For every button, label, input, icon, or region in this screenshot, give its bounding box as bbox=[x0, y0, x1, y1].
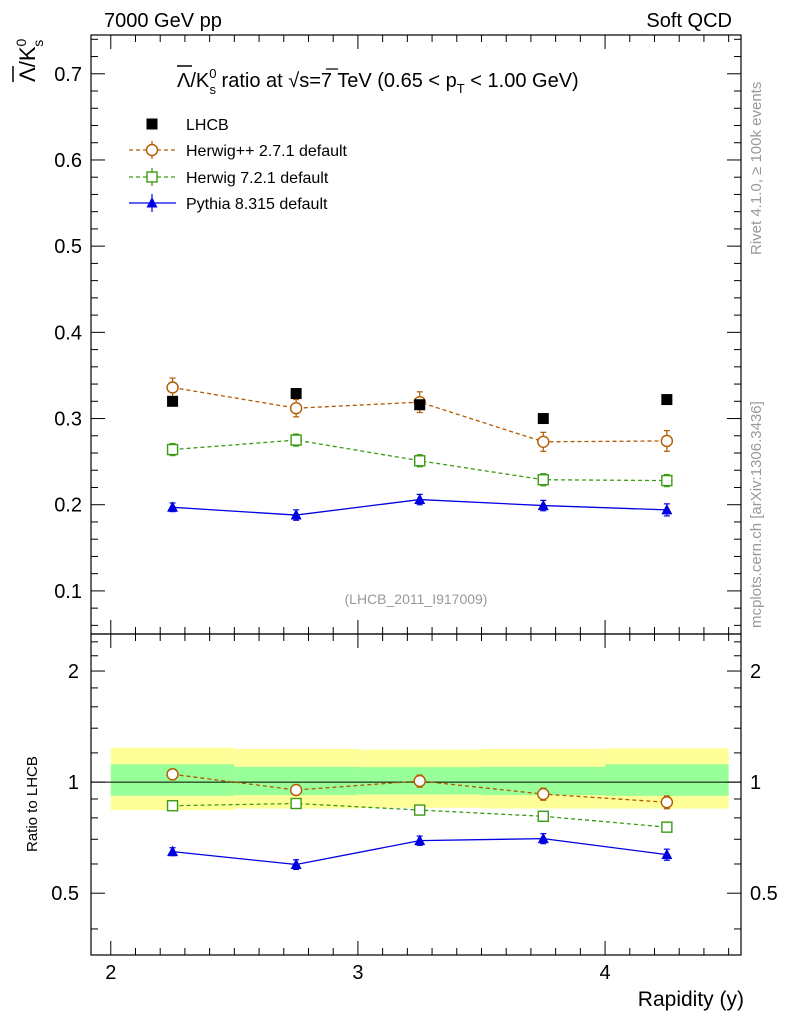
main-herwigpp-point-3 bbox=[537, 435, 550, 449]
main-herwigpp-point-4 bbox=[660, 434, 674, 448]
main-herwig7-line bbox=[172, 439, 667, 482]
ratio-data-layer bbox=[91, 747, 741, 871]
main-panel: 0.10.20.30.40.50.60.7 Λ/K0s Λ/K0 s ratio … bbox=[12, 34, 742, 635]
main-x-ticks bbox=[110, 35, 730, 634]
ratio-herwig7-point-4 bbox=[661, 821, 673, 833]
ratio-x-tick-label: 2 bbox=[105, 962, 116, 984]
main-pythia-point-1 bbox=[290, 509, 302, 520]
main-lhcb-point-3 bbox=[537, 413, 549, 425]
ratio-pythia-point-1 bbox=[290, 858, 302, 870]
main-pythia-point-0 bbox=[167, 501, 179, 512]
ratio-y-tick-label-right: 2 bbox=[750, 661, 761, 683]
legend-herwigpp-marker bbox=[145, 143, 159, 157]
title-energy: s=7 TeV (0.65 < p bbox=[299, 70, 457, 92]
ratio-x-tick-label: 3 bbox=[352, 962, 363, 984]
ratio-herwigpp-point-2 bbox=[413, 774, 426, 788]
legend-herwig7-label: Herwig 7.2.1 default bbox=[186, 170, 329, 187]
ratio-pythia-point-3 bbox=[537, 832, 549, 844]
ratio-herwig7-point-0 bbox=[166, 800, 179, 812]
main-title: Λ/K0 s ratio at √s=7 TeV (0.65 < pT < 1.0… bbox=[177, 66, 579, 97]
ratio-band-inner-4 bbox=[605, 764, 729, 796]
ratio-herwigpp-point-3 bbox=[537, 787, 550, 801]
ratio-pythia-point-4 bbox=[661, 848, 673, 860]
title-k: /K bbox=[190, 70, 210, 92]
legend-pythia-marker bbox=[146, 197, 158, 208]
ylabel-k: /K bbox=[15, 46, 40, 67]
main-y-tick-label: 0.1 bbox=[54, 581, 82, 603]
ratio-x-axis: 2 3 4 bbox=[105, 634, 730, 984]
ratio-herwig7-point-1 bbox=[290, 797, 302, 810]
ratio-xlabel: Rapidity (y) bbox=[638, 988, 744, 1011]
main-herwig7-point-0 bbox=[166, 443, 179, 456]
ylabel-lambda: Λ bbox=[15, 67, 40, 82]
main-herwig7-point-4 bbox=[661, 474, 673, 487]
main-y-tick-label: 0.5 bbox=[54, 236, 82, 258]
legend-lhcb-label: LHCB bbox=[186, 117, 229, 134]
main-y-tick-label: 0.3 bbox=[54, 409, 82, 431]
main-lhcb-point-1 bbox=[290, 388, 302, 400]
ratio-x-tick-label: 4 bbox=[600, 962, 611, 984]
ratio-herwig7-point-2 bbox=[414, 804, 426, 816]
ratio-pythia-point-2 bbox=[414, 834, 426, 846]
analysis-watermark: (LHCB_2011_I917009) bbox=[345, 591, 488, 607]
main-y-tick-label: 0.4 bbox=[54, 322, 82, 344]
main-herwigpp-point-1 bbox=[289, 401, 303, 415]
ratio-ylabel: Ratio to LHCB bbox=[24, 756, 41, 852]
legend-herwig7-marker bbox=[146, 171, 158, 183]
mcplots-label: mcplots.cern.ch [arXiv:1306.3436] bbox=[748, 401, 765, 628]
ylabel-k-sub: s bbox=[30, 40, 46, 47]
main-herwig7-point-2 bbox=[414, 455, 426, 467]
main-data-layer bbox=[166, 377, 674, 521]
ratio-herwigpp-point-0 bbox=[166, 768, 179, 781]
ratio-herwigpp-point-4 bbox=[660, 796, 674, 809]
legend-herwigpp-label: Herwig++ 2.7.1 default bbox=[186, 143, 348, 160]
main-ylabel: Λ/K0s bbox=[13, 39, 46, 83]
ratio-pythia-point-0 bbox=[167, 845, 179, 857]
main-lhcb-point-4 bbox=[661, 394, 673, 406]
main-herwig7-point-3 bbox=[537, 474, 549, 486]
ylabel-k-sup: 0 bbox=[13, 39, 29, 47]
ratio-y-axis: 0.5 0.5 1 1 2 2 bbox=[51, 641, 778, 930]
main-pythia-point-2 bbox=[414, 493, 426, 505]
main-y-tick-label: 0.7 bbox=[54, 64, 82, 86]
main-y-axis: 0.1 0.2 0.3 0.4 0.5 0.6 0.7 bbox=[54, 38, 741, 626]
rivet-version-label: Rivet 4.1.0, ≥ 100k events bbox=[748, 82, 765, 255]
header-category: Soft QCD bbox=[646, 10, 732, 32]
title-k-sup: 0 bbox=[209, 66, 216, 81]
main-y-tick-label: 0.2 bbox=[54, 495, 82, 517]
main-pythia-point-3 bbox=[537, 499, 549, 511]
ratio-y-tick-label-left: 1 bbox=[68, 772, 79, 794]
ratio-y-tick-label-right: 1 bbox=[750, 772, 761, 794]
main-lhcb-point-0 bbox=[167, 395, 179, 407]
ratio-herwigpp-point-1 bbox=[289, 783, 303, 797]
title-pt-sub: T bbox=[457, 81, 465, 96]
main-y-tick-label: 0.6 bbox=[54, 150, 82, 172]
ratio-y-tick-label-right: 0.5 bbox=[750, 883, 778, 905]
ratio-y-tick-label-left: 2 bbox=[68, 661, 79, 683]
main-pythia-point-4 bbox=[661, 503, 673, 515]
ratio-panel: 0.5 0.5 1 1 2 2 2 3 4 Ratio to LHCB Rapidity (y… bbox=[24, 633, 778, 1011]
main-lhcb-point-2 bbox=[414, 399, 426, 411]
legend: LHCB Herwig++ 2.7.1 default Herwig 7.2.1 d… bbox=[129, 117, 348, 213]
legend-pythia-label: Pythia 8.315 default bbox=[186, 196, 328, 213]
title-k-sub: s bbox=[210, 82, 217, 97]
ratio-frame bbox=[90, 633, 742, 956]
ratio-y-tick-label-left: 0.5 bbox=[51, 883, 79, 905]
legend-lhcb-marker bbox=[146, 118, 158, 130]
ratio-herwig7-point-3 bbox=[537, 810, 549, 822]
main-herwigpp-point-0 bbox=[166, 381, 179, 394]
header-energy: 7000 GeV pp bbox=[104, 10, 222, 32]
title-sqrt: √ bbox=[288, 70, 299, 92]
main-herwig7-point-1 bbox=[290, 434, 302, 446]
title-tail: < 1.00 GeV) bbox=[465, 70, 579, 92]
title-mid: ratio at bbox=[216, 70, 288, 92]
title-lambda: Λ bbox=[177, 70, 191, 92]
